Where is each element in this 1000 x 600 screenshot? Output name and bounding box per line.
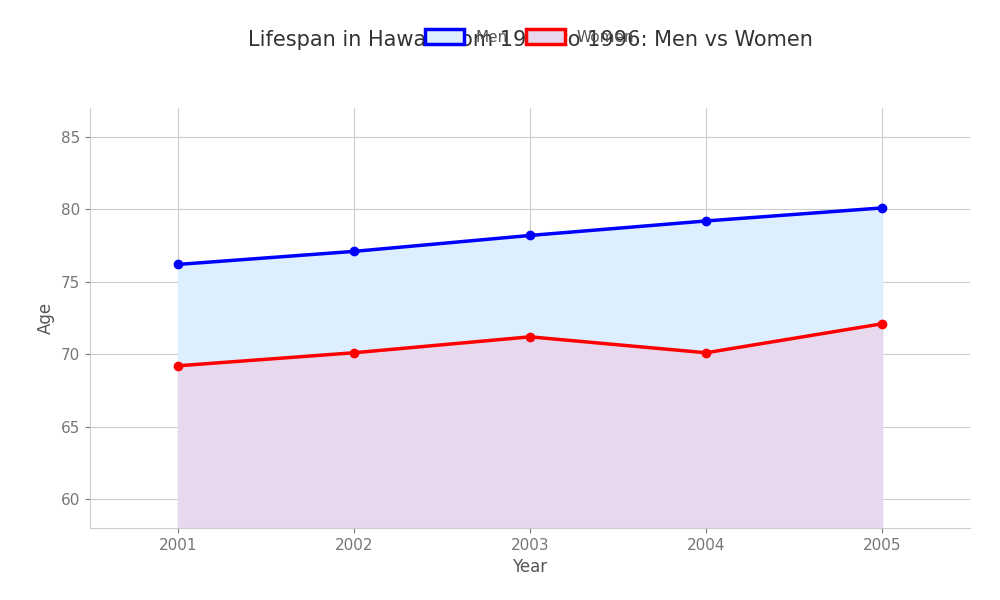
Title: Lifespan in Hawaii from 1964 to 1996: Men vs Women: Lifespan in Hawaii from 1964 to 1996: Me… — [248, 29, 812, 49]
Y-axis label: Age: Age — [37, 302, 55, 334]
Legend: Men, Women: Men, Women — [419, 23, 641, 51]
X-axis label: Year: Year — [512, 558, 548, 576]
